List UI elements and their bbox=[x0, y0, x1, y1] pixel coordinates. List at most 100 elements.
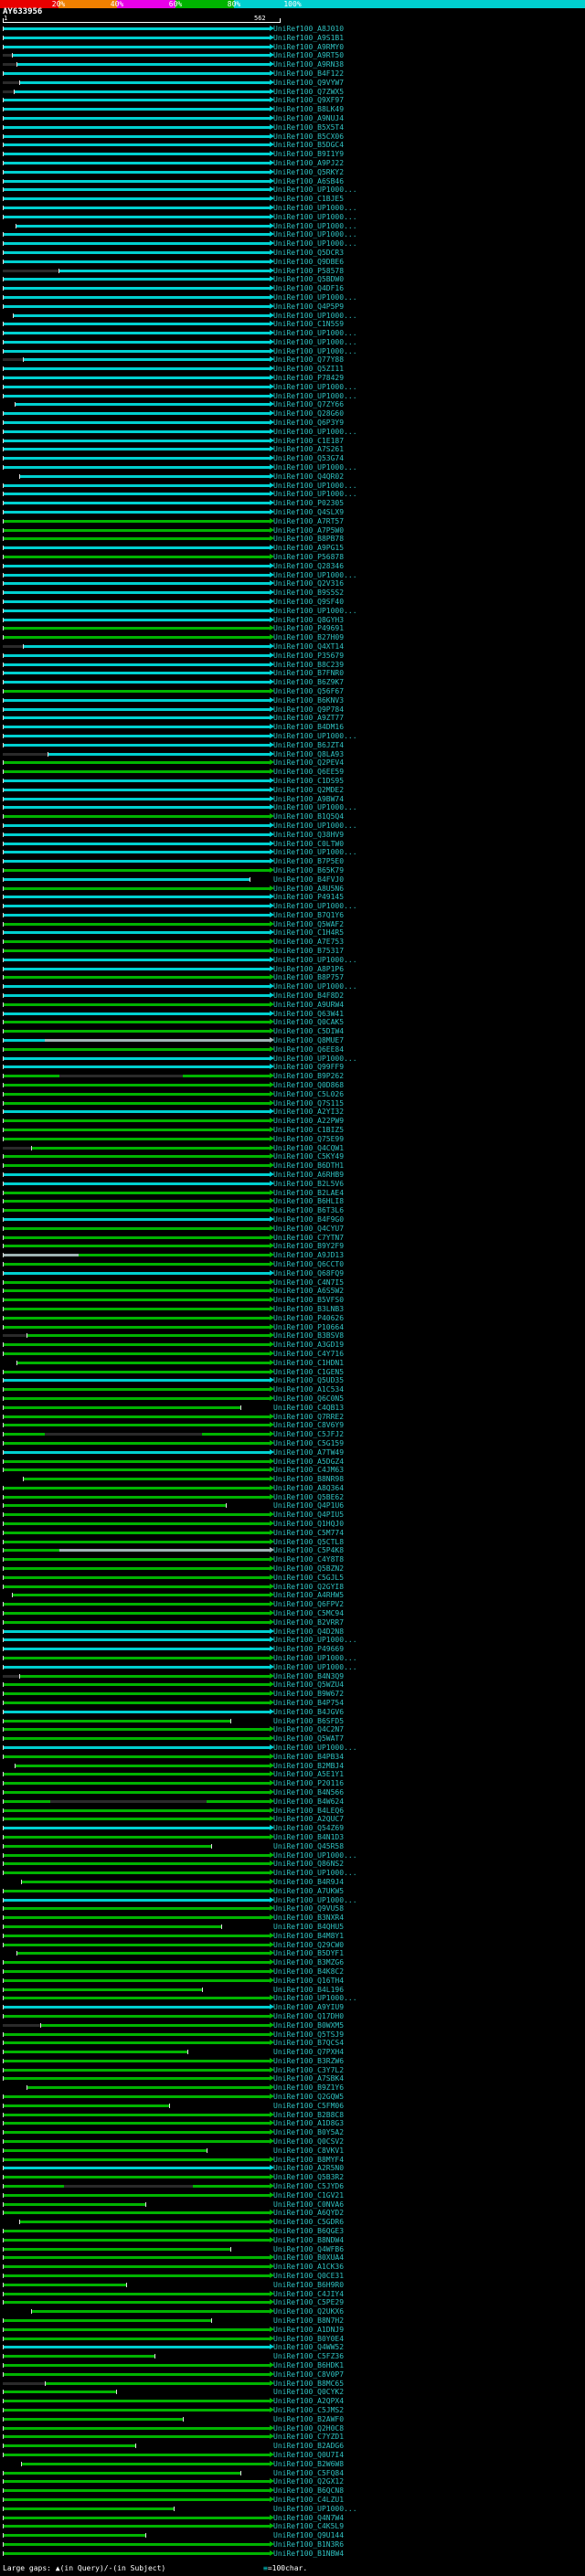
alignment-bar-segment[interactable] bbox=[58, 1549, 270, 1553]
arrowhead-icon[interactable] bbox=[270, 1001, 274, 1007]
alignment-bar-segment[interactable] bbox=[3, 698, 270, 702]
arrowhead-icon[interactable] bbox=[270, 1663, 274, 1670]
hit-accession-label[interactable]: UniRef100_A9YIU9 bbox=[273, 2003, 345, 2012]
hit-accession-label[interactable]: UniRef100_B4N1D3 bbox=[273, 1832, 345, 1841]
arrowhead-icon[interactable] bbox=[270, 2012, 274, 2019]
hit-accession-label[interactable]: UniRef100_B4FVJ0 bbox=[273, 875, 345, 884]
arrowhead-icon[interactable] bbox=[270, 446, 274, 452]
alignment-bar-segment[interactable] bbox=[48, 752, 270, 756]
hit-accession-label[interactable]: UniRef100_B75317 bbox=[273, 947, 345, 956]
hit-accession-label[interactable]: UniRef100_P49669 bbox=[273, 1645, 345, 1654]
alignment-bar-segment[interactable] bbox=[3, 250, 270, 254]
alignment-bar-segment[interactable] bbox=[3, 394, 270, 398]
hit-accession-label[interactable]: UniRef100_Q5DCR3 bbox=[273, 248, 345, 257]
alignment-bar-segment[interactable] bbox=[3, 815, 270, 819]
alignment-bar-segment[interactable] bbox=[3, 125, 270, 129]
alignment-bar-segment[interactable] bbox=[3, 1495, 270, 1499]
hit-accession-label[interactable]: UniRef100_A2QUC7 bbox=[273, 1815, 345, 1824]
alignment-bar-segment[interactable] bbox=[3, 618, 270, 621]
alignment-bar-segment[interactable] bbox=[3, 1450, 270, 1454]
hit-accession-label[interactable]: UniRef100_UP1000... bbox=[273, 382, 357, 391]
alignment-bar-segment[interactable] bbox=[3, 1182, 270, 1185]
alignment-bar-segment[interactable] bbox=[3, 2516, 270, 2519]
hit-accession-label[interactable]: UniRef100_A7RT57 bbox=[273, 516, 345, 525]
hit-accession-label[interactable]: UniRef100_UP1000... bbox=[273, 1636, 357, 1645]
hit-accession-label[interactable]: UniRef100_UP1000... bbox=[273, 1744, 357, 1752]
arrowhead-icon[interactable] bbox=[270, 2424, 274, 2431]
alignment-bar-segment[interactable] bbox=[3, 949, 270, 953]
alignment-bar-segment[interactable] bbox=[3, 1075, 59, 1078]
arrowhead-icon[interactable] bbox=[270, 34, 274, 40]
alignment-bar-segment[interactable] bbox=[183, 1075, 270, 1078]
alignment-bar-segment[interactable] bbox=[3, 1101, 270, 1105]
arrowhead-icon[interactable] bbox=[270, 1037, 274, 1044]
arrowhead-icon[interactable] bbox=[270, 1878, 274, 1884]
arrowhead-icon[interactable] bbox=[270, 1708, 274, 1714]
alignment-bar-segment[interactable] bbox=[3, 672, 270, 675]
alignment-bar-segment[interactable] bbox=[3, 1540, 270, 1543]
hit-accession-label[interactable]: UniRef100_Q4CQW1 bbox=[273, 1143, 345, 1152]
arrowhead-icon[interactable] bbox=[270, 1252, 274, 1258]
arrowhead-icon[interactable] bbox=[270, 330, 274, 336]
arrowhead-icon[interactable] bbox=[270, 1189, 274, 1195]
hit-accession-label[interactable]: UniRef100_UP1000... bbox=[273, 848, 357, 857]
hit-accession-label[interactable]: UniRef100_Q2MDE2 bbox=[273, 785, 345, 794]
hit-accession-label[interactable]: UniRef100_B1N3R6 bbox=[273, 2539, 345, 2549]
arrowhead-icon[interactable] bbox=[270, 1359, 274, 1365]
hit-accession-label[interactable]: UniRef100_Q8GYH3 bbox=[273, 615, 345, 624]
alignment-bar-segment[interactable] bbox=[3, 2525, 270, 2528]
arrowhead-icon[interactable] bbox=[270, 965, 274, 971]
arrowhead-icon[interactable] bbox=[270, 1977, 274, 1983]
arrowhead-icon[interactable] bbox=[270, 2165, 274, 2171]
arrowhead-icon[interactable] bbox=[270, 2398, 274, 2404]
arrowhead-icon[interactable] bbox=[270, 2308, 274, 2315]
alignment-bar-segment[interactable] bbox=[3, 681, 270, 684]
arrowhead-icon[interactable] bbox=[270, 1278, 274, 1285]
alignment-bar-segment[interactable] bbox=[3, 1021, 270, 1024]
hit-accession-label[interactable]: UniRef100_P35679 bbox=[273, 651, 345, 660]
arrowhead-icon[interactable] bbox=[270, 1995, 274, 2001]
alignment-bar-segment[interactable] bbox=[3, 1638, 270, 1642]
hit-accession-label[interactable]: UniRef100_UP1000... bbox=[273, 570, 357, 579]
arrowhead-icon[interactable] bbox=[270, 2380, 274, 2386]
hit-accession-label[interactable]: UniRef100_P49145 bbox=[273, 893, 345, 902]
alignment-bar-segment[interactable] bbox=[3, 1665, 270, 1669]
alignment-bar-segment[interactable] bbox=[3, 1969, 270, 1973]
arrowhead-icon[interactable] bbox=[270, 2075, 274, 2082]
arrowhead-icon[interactable] bbox=[270, 1224, 274, 1231]
arrowhead-icon[interactable] bbox=[270, 786, 274, 792]
alignment-bar-segment[interactable] bbox=[58, 269, 270, 272]
hit-accession-label[interactable]: UniRef100_A3GD19 bbox=[273, 1341, 345, 1350]
arrowhead-icon[interactable] bbox=[270, 929, 274, 936]
alignment-bar-segment[interactable] bbox=[3, 2390, 117, 2394]
hit-accession-label[interactable]: UniRef100_Q45R58 bbox=[273, 1841, 345, 1850]
hit-accession-label[interactable]: UniRef100_B9Z1Y6 bbox=[273, 2083, 345, 2093]
alignment-bar-segment[interactable] bbox=[3, 2381, 46, 2385]
hit-accession-label[interactable]: UniRef100_A7SBK4 bbox=[273, 2074, 345, 2083]
alignment-bar-segment[interactable] bbox=[78, 1254, 270, 1257]
alignment-bar-segment[interactable] bbox=[3, 108, 270, 111]
alignment-bar-segment[interactable] bbox=[3, 716, 270, 720]
hit-accession-label[interactable]: UniRef100_UP1000... bbox=[273, 1654, 357, 1663]
hit-accession-label[interactable]: UniRef100_B6HLI8 bbox=[273, 1197, 345, 1206]
alignment-bar-segment[interactable] bbox=[3, 761, 270, 765]
arrowhead-icon[interactable] bbox=[270, 911, 274, 917]
alignment-bar-segment[interactable] bbox=[3, 1137, 270, 1140]
arrowhead-icon[interactable] bbox=[270, 813, 274, 820]
hit-accession-label[interactable]: UniRef100_A5E1Y1 bbox=[273, 1770, 345, 1779]
arrowhead-icon[interactable] bbox=[270, 894, 274, 900]
arrowhead-icon[interactable] bbox=[270, 571, 274, 578]
alignment-bar-segment[interactable] bbox=[3, 233, 270, 237]
alignment-bar-segment[interactable] bbox=[3, 1737, 270, 1741]
hit-accession-label[interactable]: UniRef100_C4LZU1 bbox=[273, 2495, 345, 2504]
alignment-bar-segment[interactable] bbox=[3, 842, 270, 845]
arrowhead-icon[interactable] bbox=[270, 1448, 274, 1455]
alignment-bar-segment[interactable] bbox=[3, 260, 270, 263]
alignment-bar-segment[interactable] bbox=[3, 1710, 270, 1713]
hit-accession-label[interactable]: UniRef100_B0Y5A2 bbox=[273, 2128, 345, 2137]
arrowhead-icon[interactable] bbox=[270, 1887, 274, 1893]
alignment-bar-segment[interactable] bbox=[3, 71, 270, 75]
hit-accession-label[interactable]: UniRef100_Q6EE59 bbox=[273, 768, 345, 777]
arrowhead-icon[interactable] bbox=[270, 1108, 274, 1115]
alignment-bar-segment[interactable] bbox=[11, 54, 270, 58]
